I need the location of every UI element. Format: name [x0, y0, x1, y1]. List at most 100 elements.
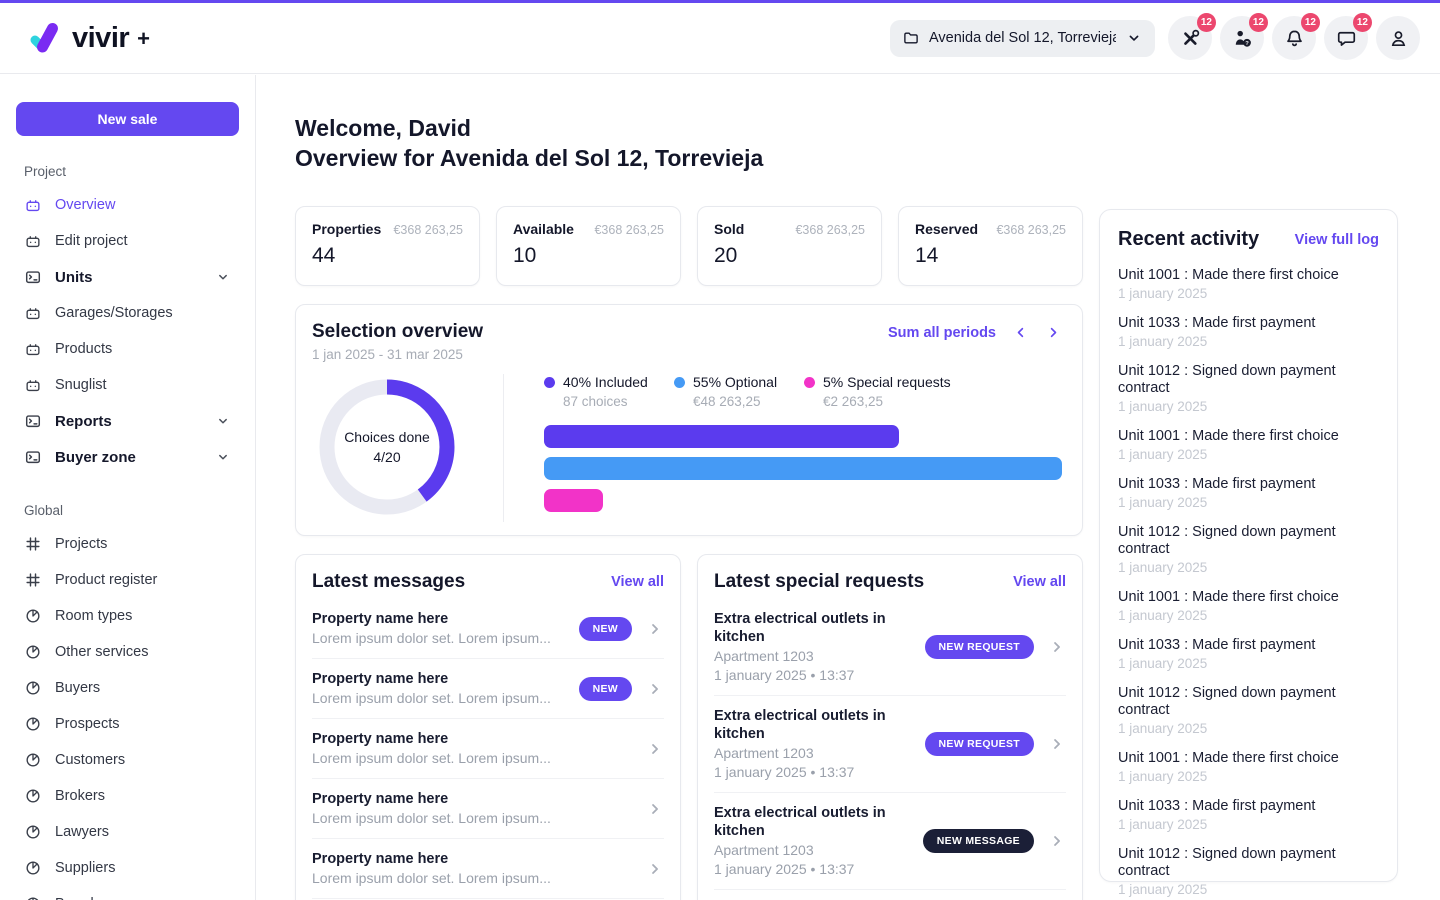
message-item[interactable]: Property name here Lorem ipsum dolor set… — [312, 599, 664, 659]
legend-dot-special-requests — [804, 376, 815, 388]
sidebar-item-products[interactable]: Products — [16, 331, 239, 367]
sidebar-item-garages-storages[interactable]: Garages/Storages — [16, 295, 239, 331]
message-title: Property name here — [312, 671, 449, 687]
message-item[interactable]: Property name here Lorem ipsum dolor set… — [312, 719, 664, 779]
sidebar-item-projects[interactable]: Projects — [16, 526, 239, 562]
sidebar-item-buyers[interactable]: Buyers — [16, 670, 239, 706]
brand-logo-icon — [30, 23, 58, 53]
sidebar-item-snuglist[interactable]: Snuglist — [16, 367, 239, 403]
sidebar-item-label: Snuglist — [55, 377, 107, 393]
sidebar-item-units[interactable]: Units — [16, 259, 239, 295]
message-subtitle: Lorem ipsum dolor set. Lorem ipsum... — [312, 630, 551, 646]
chevron-right-icon — [1045, 324, 1062, 341]
activity-item-title: Unit 1001 : Made there first choice — [1118, 267, 1339, 283]
sidebar-item-label: Reports — [55, 412, 112, 430]
sidebar-item-other-services[interactable]: Other services — [16, 634, 239, 670]
sidebar-item-room-types[interactable]: Room types — [16, 598, 239, 634]
new-badge: NEW — [578, 676, 632, 701]
sidebar-item-label: Projects — [55, 536, 108, 552]
sum-all-periods-link[interactable]: Sum all periods — [888, 324, 996, 341]
sidebar-item-label: Edit project — [55, 233, 128, 249]
sidebar-item-buyer-zone[interactable]: Buyer zone — [16, 439, 239, 475]
special-request-item[interactable]: Extra electrical outlets in kitchen Apar… — [714, 793, 1066, 890]
sidebar-item-prospects[interactable]: Prospects — [16, 706, 239, 742]
donut-center-label: Choices done 4/20 — [312, 372, 462, 522]
messages-button[interactable]: 12 — [1324, 13, 1372, 60]
chevron-left-icon — [1012, 324, 1029, 341]
terminal-icon — [24, 448, 42, 466]
donut-center-line1: Choices done — [344, 429, 430, 445]
sidebar-item-edit-project[interactable]: Edit project — [16, 223, 239, 259]
legend-item-included: 40% Included 87 choices — [544, 374, 649, 409]
activity-item: Unit 1012 : Signed down payment contract… — [1118, 524, 1379, 576]
previous-period-button[interactable] — [1012, 324, 1029, 341]
activity-item-title: Unit 1033 : Made first payment — [1118, 315, 1316, 331]
activity-item: Unit 1033 : Made first payment 1 january… — [1118, 798, 1379, 833]
stat-label: Properties — [312, 221, 382, 237]
sidebar-item-product-register[interactable]: Product register — [16, 562, 239, 598]
tools-button[interactable]: 12 — [1168, 13, 1216, 60]
new-badge: NEW — [578, 616, 632, 641]
activity-item: Unit 1033 : Made first payment 1 january… — [1118, 315, 1379, 350]
sidebar-item-lawyers[interactable]: Lawyers — [16, 814, 239, 850]
support-button[interactable]: 12 — [1220, 13, 1268, 60]
sidebar-item-label: Room types — [55, 608, 133, 624]
activity-item-date: 1 january 2025 — [1118, 286, 1208, 301]
pie-chart-icon — [24, 859, 42, 877]
activity-item: Unit 1001 : Made there first choice 1 ja… — [1118, 267, 1379, 302]
selection-overview-date-range: 1 jan 2025 - 31 mar 2025 — [312, 347, 463, 362]
stat-label: Available — [513, 221, 574, 237]
stat-card-available: Available €368 263,25 10 — [496, 206, 681, 286]
request-datetime: 1 january 2025 • 13:37 — [714, 764, 855, 780]
header: vivir + Avenida del Sol 12, Torrevieja 1… — [0, 3, 1440, 74]
legend-sub: 87 choices — [563, 394, 628, 409]
top-accent-strip — [0, 0, 1440, 3]
sidebar-item-customers[interactable]: Customers — [16, 742, 239, 778]
request-apartment: Apartment 1203 — [714, 745, 814, 761]
stat-card-sold: Sold €368 263,25 20 — [697, 206, 882, 286]
message-item[interactable]: Property name here Lorem ipsum dolor set… — [312, 839, 664, 899]
latest-messages-title: Latest messages — [312, 571, 466, 592]
grid-icon — [24, 535, 42, 553]
notifications-button[interactable]: 12 — [1272, 13, 1320, 60]
new-sale-button[interactable]: New sale — [16, 102, 239, 136]
sidebar-item-overview[interactable]: Overview — [16, 187, 239, 223]
sidebar-item-reports[interactable]: Reports — [16, 403, 239, 439]
sidebar-item-label: Units — [55, 268, 93, 286]
activity-item-title: Unit 1001 : Made there first choice — [1118, 750, 1339, 766]
special-request-item[interactable]: Extra electrical outlets in kitchen Apar… — [714, 696, 1066, 793]
message-item[interactable]: Property name here Lorem ipsum dolor set… — [312, 779, 664, 839]
chevron-right-icon — [646, 740, 664, 758]
bar-included — [544, 425, 899, 448]
bar-special-requests — [544, 489, 603, 512]
notification-badge: 12 — [1196, 13, 1216, 32]
recent-activity-card: Recent activity View full log Unit 1001 … — [1099, 209, 1398, 897]
recent-activity-title: Recent activity — [1118, 228, 1260, 250]
message-item[interactable]: Property name here Lorem ipsum dolor set… — [312, 659, 664, 719]
project-selector-dropdown[interactable]: Avenida del Sol 12, Torrevieja — [890, 19, 1155, 57]
donut-center-line2: 4/20 — [373, 449, 401, 465]
profile-button[interactable] — [1376, 16, 1420, 60]
special-requests-view-all-link[interactable]: View all — [1013, 574, 1066, 590]
message-subtitle: Lorem ipsum dolor set. Lorem ipsum... — [312, 810, 551, 826]
view-full-log-link[interactable]: View full log — [1294, 231, 1379, 248]
welcome-line2: Overview for Avenida del Sol 12, Torrevi… — [295, 145, 764, 171]
sidebar-item-brands[interactable]: Brands — [16, 886, 239, 900]
sidebar-item-label: Buyer zone — [55, 448, 136, 466]
legend-label: 55% Optional — [693, 374, 778, 390]
request-title: Extra electrical outlets in kitchen — [714, 708, 886, 742]
chevron-right-icon — [646, 680, 664, 698]
sidebar-item-brokers[interactable]: Brokers — [16, 778, 239, 814]
next-period-button[interactable] — [1045, 324, 1062, 341]
legend-dot-optional — [674, 376, 685, 388]
sidebar-item-suppliers[interactable]: Suppliers — [16, 850, 239, 886]
messages-view-all-link[interactable]: View all — [611, 574, 664, 590]
notification-badge: 12 — [1300, 13, 1320, 32]
special-request-item[interactable]: Extra electrical outlets in kitchen Apar… — [714, 599, 1066, 696]
sidebar-item-label: Brands — [55, 896, 101, 900]
brand-name: vivir — [72, 21, 130, 54]
sidebar-item-label: Customers — [55, 752, 126, 768]
sidebar-item-label: Overview — [55, 197, 116, 213]
special-request-item[interactable]: Extra electrical outlets in kitchen Apar… — [714, 890, 1066, 900]
